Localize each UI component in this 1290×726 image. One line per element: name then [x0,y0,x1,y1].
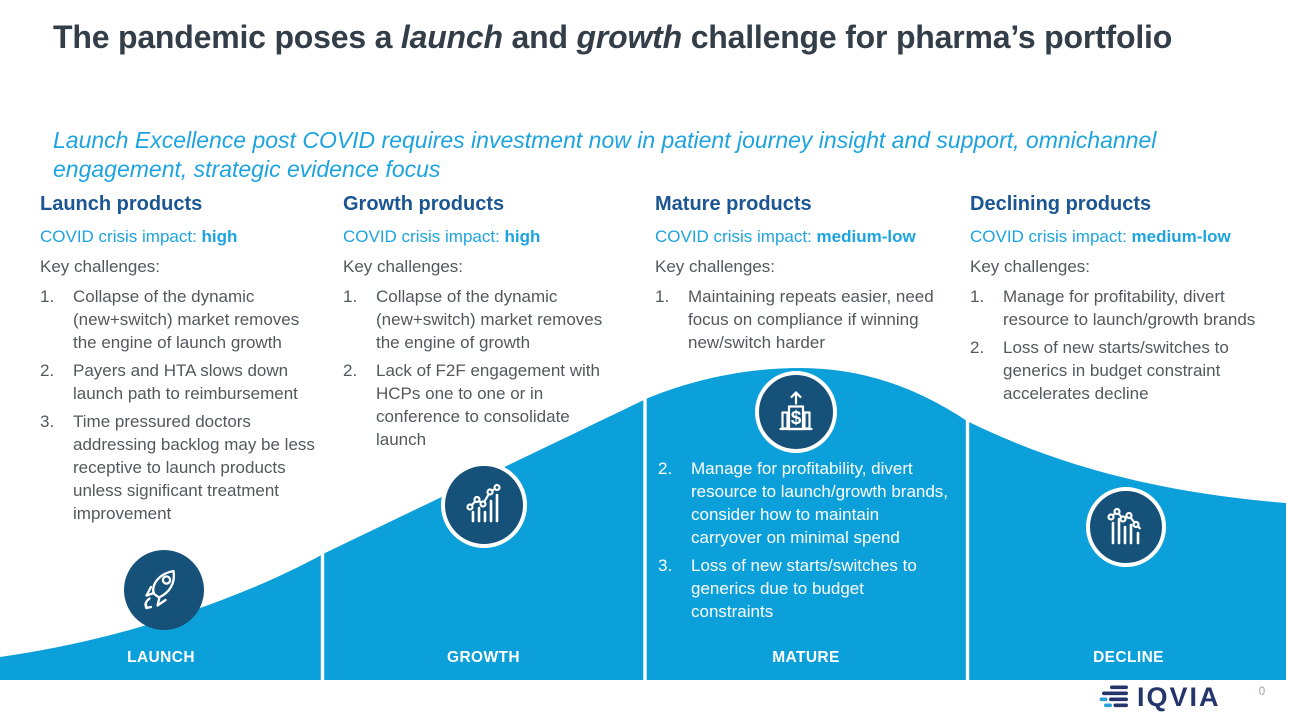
iqvia-logo-text: IQVIA [1137,682,1221,712]
key-challenges-label: Key challenges: [343,257,464,276]
column-header: Growth products [343,193,505,215]
stage-divider [965,355,970,680]
covid-impact-label: COVID crisis impact: [40,227,202,246]
item-text: Manage for profitability, divert resourc… [691,459,949,547]
key-challenges-label: Key challenges: [40,257,161,276]
covid-impact-value: high [504,227,541,246]
challenge-list: 1. Manage for profitability, divert resou… [970,285,1265,405]
column-declining-products: Declining products COVID crisis impact: … [970,192,1265,410]
stage-label-decline: DECLINE [1093,649,1164,666]
challenge-item: 2. Manage for profitability, divert resou… [658,457,950,549]
mature-wave-challenges: 2. Manage for profitability, divert resou… [658,457,950,628]
declining-chart-icon [1086,487,1166,567]
challenge-list: 1. Maintaining repeats easier, need focus… [655,285,938,354]
column-launch-products: Launch products COVID crisis impact: hig… [40,192,318,530]
challenge-item: 1. Collapse of the dynamic (new+switch) m… [40,285,318,354]
rocket-icon [124,550,204,630]
item-text: Loss of new starts/switches to generics … [691,556,917,621]
challenge-item: 1. Maintaining repeats easier, need focus… [655,285,938,354]
iqvia-logo: IQVIA [1096,682,1221,712]
iqvia-logo-mark [1099,685,1128,708]
challenge-item: 2. Loss of new starts/switches to generic… [970,336,1265,405]
column-growth-products: Growth products COVID crisis impact: hig… [343,192,621,456]
stage-divider [320,355,325,680]
challenge-item: 2. Payers and HTA slows down launch path … [40,359,318,405]
item-text: Maintaining repeats easier, need focus o… [688,287,934,352]
item-number: 2. [658,459,673,478]
covid-impact-label: COVID crisis impact: [343,227,505,246]
challenge-item: 1. Collapse of the dynamic (new+switch) m… [343,285,621,354]
column-mature-products: Mature products COVID crisis impact: med… [655,192,938,359]
title-text: challenge for pharma’s portfolio [682,19,1173,55]
challenge-list: 1. Collapse of the dynamic (new+switch) m… [343,285,621,451]
item-text: Collapse of the dynamic (new+switch) mar… [376,287,603,352]
key-challenges-label: Key challenges: [970,257,1091,276]
covid-impact-value: medium-low [816,227,916,246]
title-text: and [502,19,577,55]
item-text: Manage for profitability, divert resourc… [1003,287,1256,329]
title-emphasis-growth: growth [576,19,683,55]
profit-building-icon: $ [755,371,837,453]
covid-impact-line: COVID crisis impact: high [40,226,318,248]
item-number: 1. [40,287,55,306]
item-number: 2. [970,338,985,357]
item-number: 2. [343,361,358,380]
subtitle: Launch Excellence post COVID requires in… [53,127,1157,182]
covid-impact-label: COVID crisis impact: [970,227,1132,246]
item-number: 2. [40,361,55,380]
covid-impact-line: COVID crisis impact: high [343,226,621,248]
column-header: Launch products [40,193,203,215]
covid-impact-line: COVID crisis impact: medium-low [970,226,1265,248]
stage-label-mature: MATURE [772,649,840,666]
item-number: 3. [40,412,55,431]
stage-label-launch: LAUNCH [127,649,195,666]
item-text: Collapse of the dynamic (new+switch) mar… [73,287,300,352]
item-text: Time pressured doctors addressing backlo… [73,412,315,523]
challenge-item: 1. Manage for profitability, divert resou… [970,285,1265,331]
covid-impact-line: COVID crisis impact: medium-low [655,226,938,248]
item-number: 1. [343,287,358,306]
title-text: The pandemic poses a [53,19,401,55]
item-number: 3. [658,556,673,575]
covid-impact-label: COVID crisis impact: [655,227,817,246]
challenge-item: 3. Loss of new starts/switches to generic… [658,554,950,623]
item-text: Loss of new starts/switches to generics … [1003,338,1229,403]
item-text: Lack of F2F engagement with HCPs one to … [376,361,600,449]
title-emphasis-launch: launch [400,19,503,55]
item-number: 1. [970,287,985,306]
column-header: Mature products [655,193,812,215]
item-number: 1. [655,287,670,306]
page-number: 0 [1258,686,1266,698]
covid-impact-value: medium-low [1131,227,1231,246]
covid-impact-value: high [201,227,238,246]
challenge-item: 3. Time pressured doctors addressing back… [40,410,318,525]
key-challenges-label: Key challenges: [655,257,776,276]
item-text: Payers and HTA slows down launch path to… [73,361,298,403]
svg-text:$: $ [791,408,802,429]
challenge-item: 2. Lack of F2F engagement with HCPs one t… [343,359,621,451]
stage-label-growth: GROWTH [447,649,520,666]
rising-chart-icon [441,462,527,548]
challenge-list: 1. Collapse of the dynamic (new+switch) m… [40,285,318,525]
stage-divider [643,355,647,680]
column-header: Declining products [970,193,1152,215]
page-title: The pandemic poses a launch and growth c… [53,18,1238,57]
